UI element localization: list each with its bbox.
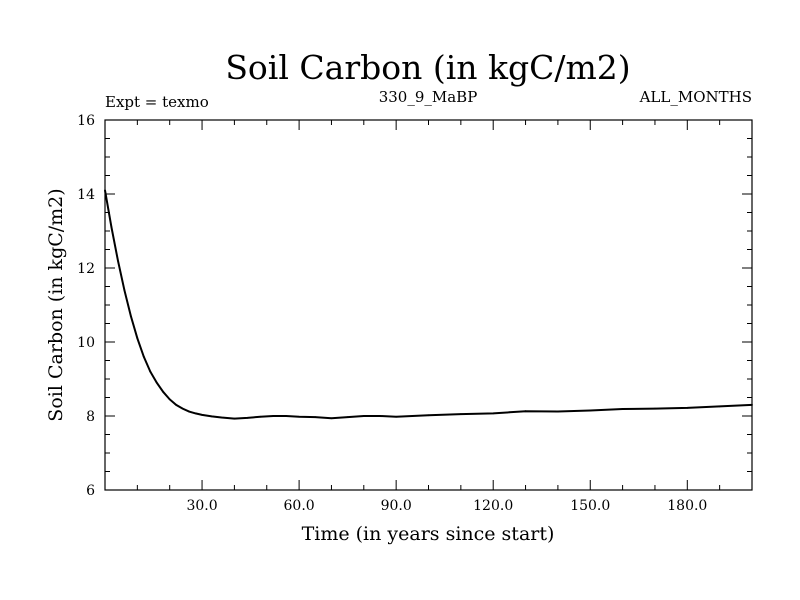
data-point-0 <box>104 189 106 192</box>
data-point-41 <box>718 405 721 408</box>
data-point-4 <box>129 315 132 317</box>
data-point-10 <box>168 398 171 401</box>
y-axis-label: Soil Carbon (in kgC/m2) <box>45 188 67 421</box>
y-tick-label-1: 8 <box>86 409 95 425</box>
x-tick-label-4: 150.0 <box>570 498 610 514</box>
data-point-17 <box>220 416 223 419</box>
data-point-36 <box>557 410 559 413</box>
data-point-2 <box>117 259 119 262</box>
data-point-9 <box>162 391 165 393</box>
data-point-27 <box>362 415 365 417</box>
soil-carbon-series-points <box>104 189 753 420</box>
data-point-1 <box>110 226 113 229</box>
data-point-28 <box>379 415 381 417</box>
data-point-3 <box>123 289 126 292</box>
data-point-33 <box>492 412 495 415</box>
data-point-30 <box>411 415 414 417</box>
experiment-label: Expt = texmo <box>105 93 209 111</box>
y-axis-tick-labels: 6 8 10 12 14 16 <box>77 113 95 499</box>
data-point-11 <box>175 404 178 406</box>
data-point-22 <box>285 415 288 417</box>
data-point-6 <box>142 355 145 358</box>
y-tick-label-3: 12 <box>77 261 95 277</box>
x-tick-label-1: 60.0 <box>284 498 315 514</box>
data-point-7 <box>149 370 152 373</box>
data-point-20 <box>259 415 262 418</box>
x-axis-ticks <box>136 120 721 490</box>
chart-title: Soil Carbon (in kgC/m2) <box>225 48 630 87</box>
data-point-18 <box>233 417 236 420</box>
data-point-16 <box>210 415 213 418</box>
data-point-8 <box>155 381 158 384</box>
y-tick-label-2: 10 <box>77 335 95 351</box>
data-point-38 <box>621 408 624 410</box>
data-point-37 <box>589 409 592 412</box>
data-point-34 <box>508 411 511 414</box>
data-point-29 <box>395 415 398 418</box>
data-point-12 <box>181 407 184 410</box>
period-label: 330_9_MaBP <box>379 88 478 106</box>
data-point-42 <box>751 404 753 406</box>
data-point-40 <box>686 406 689 409</box>
x-tick-label-5: 180.0 <box>667 498 707 514</box>
data-point-15 <box>201 413 203 416</box>
data-point-35 <box>524 410 527 413</box>
x-axis-tick-labels: 30.0 60.0 90.0 120.0 150.0 180.0 <box>186 498 707 514</box>
y-tick-label-5: 16 <box>77 113 95 129</box>
months-label: ALL_MONTHS <box>639 88 752 106</box>
data-point-31 <box>427 414 430 417</box>
x-tick-label-3: 120.0 <box>473 498 513 514</box>
data-point-13 <box>188 410 191 413</box>
data-point-39 <box>654 407 656 410</box>
data-point-19 <box>246 416 249 419</box>
y-axis-ticks <box>105 119 752 491</box>
data-point-32 <box>459 413 462 416</box>
data-point-14 <box>194 412 197 415</box>
x-tick-label-2: 90.0 <box>381 498 412 514</box>
soil-carbon-series-line <box>104 190 753 420</box>
data-point-23 <box>298 415 300 418</box>
data-point-26 <box>346 416 349 419</box>
x-axis-label: Time (in years since start) <box>302 523 555 545</box>
y-tick-label-0: 6 <box>86 483 95 499</box>
y-tick-label-4: 14 <box>77 187 95 203</box>
data-point-24 <box>314 416 317 419</box>
data-point-21 <box>272 415 275 417</box>
plot-area <box>104 119 753 491</box>
x-tick-label-0: 30.0 <box>186 498 217 514</box>
data-point-5 <box>136 337 139 340</box>
data-point-25 <box>330 417 333 420</box>
